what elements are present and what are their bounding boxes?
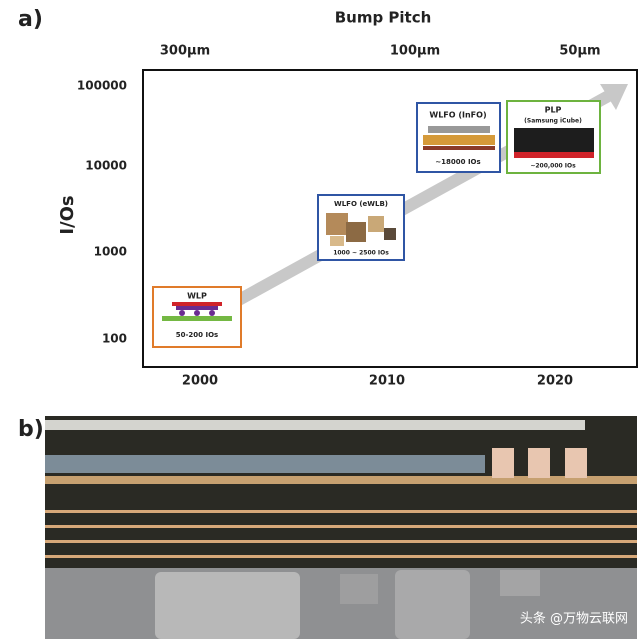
panel-label: b) xyxy=(18,417,44,442)
pitch-label: 300µm xyxy=(160,44,210,59)
y-tick-label: 100 xyxy=(102,332,127,346)
pitch-label: 50µm xyxy=(559,44,600,59)
package-box: PLP (Samsung iCube) ~200,000 IOs xyxy=(506,100,601,174)
panel-label: a) xyxy=(18,7,43,32)
plot-frame xyxy=(142,69,638,368)
box-title: PLP xyxy=(545,106,562,115)
watermark: 头条 @万物云联网 xyxy=(520,611,628,627)
package-box: WLFO (eWLB) 1000 ~ 2500 IOs xyxy=(317,194,405,261)
box-caption: ~18000 IOs xyxy=(435,158,480,166)
trend-arrow-head xyxy=(600,84,628,110)
x-tick-label: 2010 xyxy=(369,374,405,389)
box-title: WLFO (InFO) xyxy=(429,111,486,120)
axis-title: Bump Pitch xyxy=(335,9,432,27)
x-tick-label: 2020 xyxy=(537,374,573,389)
box-title: WLFO (eWLB) xyxy=(334,200,388,208)
box-caption: 50-200 IOs xyxy=(176,331,218,339)
y-tick-label: 100000 xyxy=(77,79,127,93)
box-subtitle: (Samsung iCube) xyxy=(524,118,582,125)
box-title: WLP xyxy=(187,292,207,301)
box-caption: ~200,000 IOs xyxy=(530,163,576,170)
package-box: WLFO (InFO) ~18000 IOs xyxy=(416,102,501,173)
cross-section-photo xyxy=(45,416,637,639)
package-box: WLP 50-200 IOs xyxy=(152,286,242,348)
y-tick-label: 10000 xyxy=(85,159,127,173)
box-caption: 1000 ~ 2500 IOs xyxy=(333,250,389,257)
pitch-label: 100µm xyxy=(390,44,440,59)
y-axis-label: I/Os xyxy=(57,195,78,234)
y-tick-label: 1000 xyxy=(94,245,127,259)
x-tick-label: 2000 xyxy=(182,374,218,389)
